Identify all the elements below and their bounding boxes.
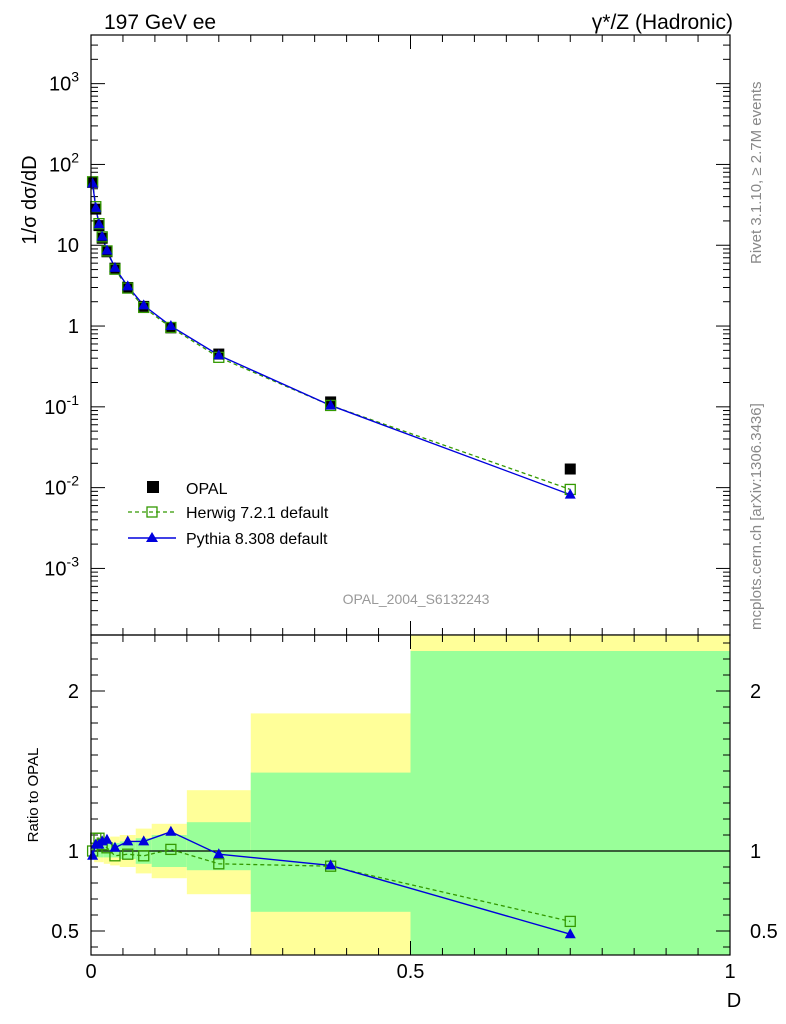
ratio-ytick-label-right: 0.5 [750, 921, 778, 943]
pythia-point [93, 218, 105, 229]
main-ytick-label: 10-3 [44, 553, 79, 580]
main-ytick-label: 10-1 [44, 392, 79, 419]
ratio-frame [90, 634, 731, 956]
ratio-ylabel: Ratio to OPAL [25, 748, 42, 843]
ratio-ytick-label: 0.5 [51, 921, 79, 943]
ratio-inner-band [410, 651, 730, 955]
header-energy-label: 197 GeV ee [104, 11, 216, 34]
pythia-point [96, 230, 108, 241]
main-ytick-label: 10-2 [44, 473, 79, 500]
pythia-point [564, 488, 576, 499]
opal-point [564, 463, 576, 475]
ratio-ytick-label-right: 2 [750, 681, 761, 703]
ratio-inner-band [186, 822, 251, 871]
pythia-point [87, 177, 99, 188]
ratio-series [86, 825, 576, 939]
ratio-ytick-label: 1 [68, 841, 79, 863]
pythia-ratio-point [165, 825, 177, 836]
herwig-ratio-point [165, 843, 177, 856]
legend-pythia-label: Pythia 8.308 default [186, 531, 328, 548]
main-ytick-label: 102 [49, 149, 79, 176]
main-panel: 10-3 10-2 10-1 1 10 102 103 1/σ dσ/dD OPAL_200… [19, 34, 731, 636]
pythia-ratio-point [138, 835, 150, 846]
herwig-ratio-point [138, 850, 150, 862]
pythia-ratio-point [325, 859, 337, 870]
ratio-xtick-label: 0.5 [397, 961, 425, 983]
herwig-ratio-point [564, 915, 576, 928]
legend: OPAL Herwig 7.2.1 default Pythia 8.308 d… [128, 481, 329, 548]
pythia-ratio-point [122, 835, 134, 846]
pythia-point [101, 244, 113, 255]
pythia-ratio-point [564, 928, 576, 939]
pythia-ratio-point [213, 848, 225, 859]
pythia-ratio-point [101, 833, 113, 844]
legend-herwig-label: Herwig 7.2.1 default [186, 505, 329, 522]
herwig-ratio-line [91, 837, 571, 923]
analysis-watermark: OPAL_2004_S6132243 [343, 591, 490, 607]
pythia-point [138, 299, 150, 310]
herwig-ratio-point [122, 848, 134, 860]
pythia-point [109, 261, 121, 272]
rivet-version-label: Rivet 3.1.10, ≥ 2.7M events [748, 82, 765, 265]
pythia-point [213, 349, 225, 360]
legend-opal-marker [147, 481, 159, 493]
ratio-xtick-labels: 0 0.5 1 [85, 961, 735, 983]
ratio-xtick-label: 0 [85, 961, 96, 983]
ratio-uncertainty-bands [91, 635, 730, 955]
ratio-ytick-labels: 0.5 0.5 1 1 2 2 [51, 681, 778, 943]
ratio-panel: 0.5 0.51 12 2 0 0.5 1 Ratio to OPAL D [25, 634, 778, 1012]
mcplots-label: mcplots.cern.ch [arXiv:1306.3436] [748, 403, 765, 630]
ratio-ytick-label: 2 [68, 681, 79, 703]
main-ytick-label: 1 [68, 316, 79, 338]
main-axis-ticks [90, 34, 731, 635]
main-ytick-label: 103 [49, 69, 79, 96]
header-process-label: γ*/Z (Hadronic) [592, 11, 733, 34]
ratio-xlabel: D [727, 990, 741, 1012]
pythia-ratio-point [87, 849, 99, 860]
ratio-inner-band [250, 772, 411, 912]
pythia-point [165, 320, 177, 331]
legend-opal-label: OPAL [186, 481, 228, 498]
main-series [86, 176, 576, 499]
pythia-point [325, 399, 337, 410]
herwig-line [91, 181, 571, 491]
legend-herwig-marker [146, 506, 158, 518]
pythia-point [122, 280, 134, 291]
legend-pythia-marker [146, 532, 158, 542]
ratio-ytick-label-right: 1 [750, 841, 761, 863]
pythia-point [90, 201, 102, 212]
main-ylabel: 1/σ dσ/dD [19, 155, 41, 244]
main-ytick-label: 10 [57, 235, 79, 257]
pythia-line [91, 183, 571, 496]
main-ytick-labels: 10-3 10-2 10-1 1 10 102 103 [44, 69, 79, 581]
herwig-ratio-point [213, 858, 225, 870]
ratio-xtick-label: 1 [724, 961, 735, 983]
pythia-ratio-point [109, 841, 121, 852]
